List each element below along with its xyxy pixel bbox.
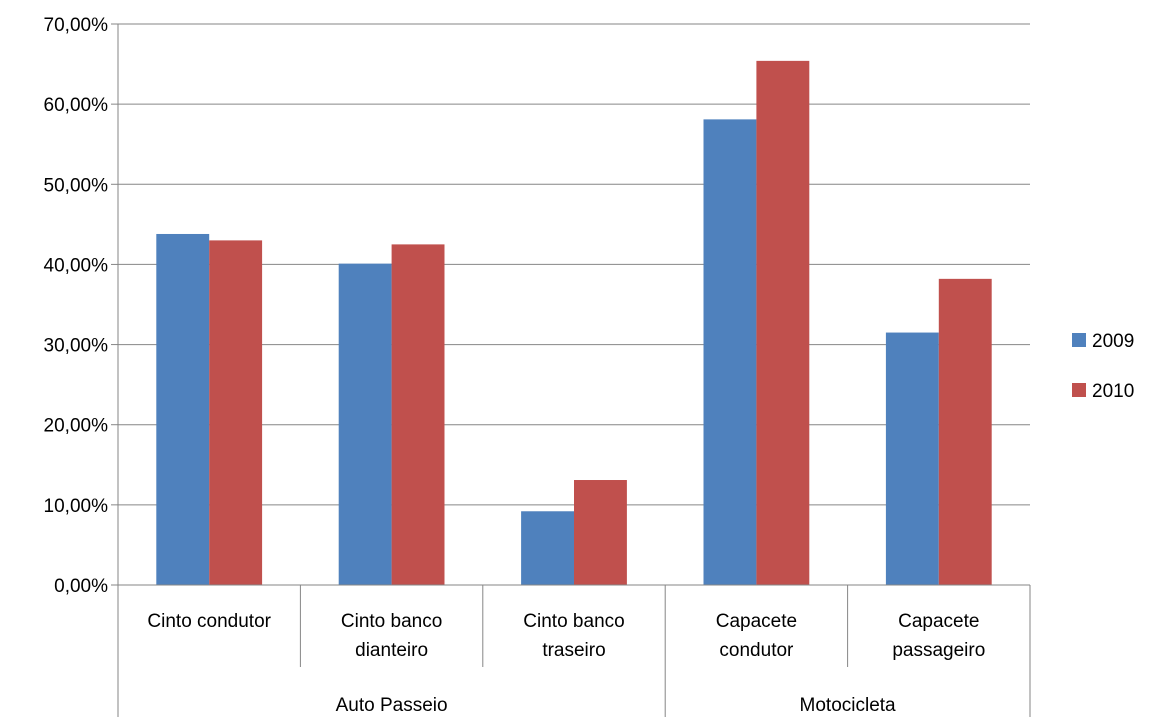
bar-2010-3 [574,480,627,585]
bar-2009-2 [338,263,392,585]
x-group-label: Motocicleta [800,695,897,716]
y-tick-label: 10,00% [44,496,109,517]
x-category-label: Capacete [898,611,979,632]
x-category-label: traseiro [542,640,605,661]
x-category-label: condutor [719,640,794,661]
x-category-label: Cinto condutor [147,611,271,632]
x-category-label: Cinto banco [341,611,442,632]
bar-2010-1 [209,240,263,585]
x-category-label: passageiro [892,640,985,661]
y-tick-label: 60,00% [44,95,109,116]
y-tick-label: 0,00% [54,576,108,597]
legend-label: 2009 [1092,331,1134,352]
x-group-label: Auto Passeio [336,695,448,716]
bar-2010-5 [938,278,992,585]
legend-swatch-2009 [1072,333,1086,347]
y-tick-label: 40,00% [44,255,109,276]
bar-2009-1 [156,233,210,585]
x-category-label: dianteiro [355,640,428,661]
bar-2009-4 [703,119,757,586]
legend-label: 2010 [1092,381,1134,402]
legend-swatch-2010 [1072,383,1086,397]
y-tick-label: 30,00% [44,336,109,357]
x-category-label: Cinto banco [523,611,624,632]
bar-2009-5 [885,332,939,585]
bar-2010-4 [756,60,810,585]
x-category-label: Capacete [716,611,797,632]
y-tick-label: 20,00% [44,416,109,437]
y-tick-label: 50,00% [44,175,109,196]
bar-2010-2 [391,244,445,585]
bar-2009-3 [521,511,574,585]
y-tick-label: 70,00% [44,15,109,36]
